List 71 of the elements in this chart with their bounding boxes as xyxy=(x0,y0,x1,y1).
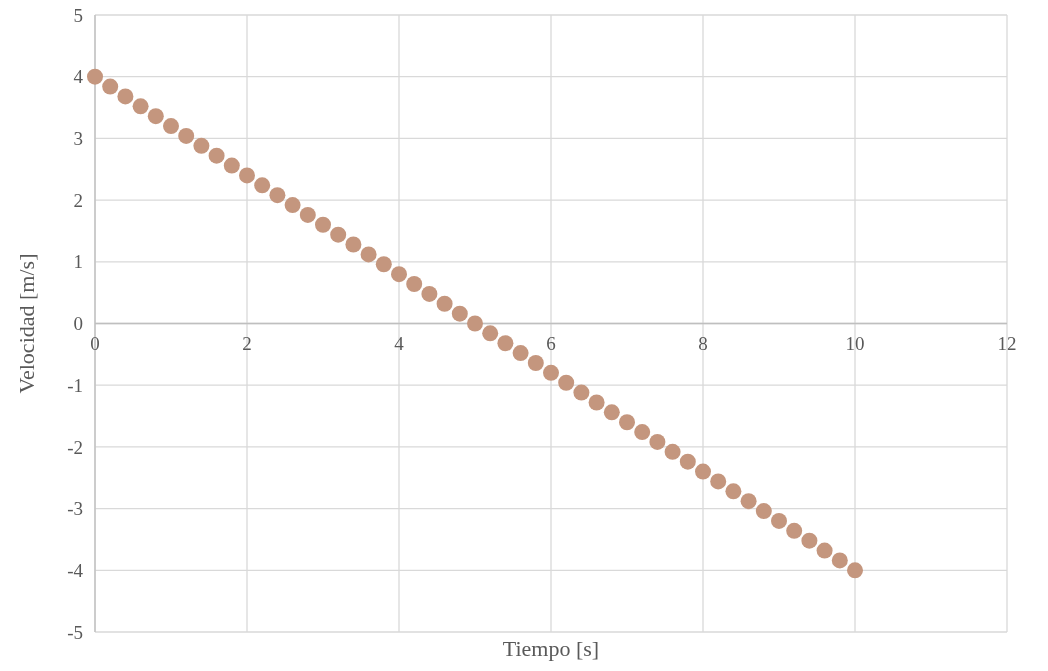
point xyxy=(588,394,605,411)
point xyxy=(345,236,362,253)
x-tick-label: 8 xyxy=(698,333,708,355)
x-tick-label: 4 xyxy=(394,333,405,355)
point xyxy=(558,374,575,391)
point xyxy=(315,216,331,233)
point xyxy=(786,522,803,539)
y-tick-label: 4 xyxy=(73,66,84,88)
point xyxy=(178,127,195,144)
y-tick-label: -1 xyxy=(67,374,83,396)
y-tick-label: -4 xyxy=(67,559,84,581)
x-tick-label: 6 xyxy=(546,333,556,355)
point xyxy=(375,256,392,273)
point xyxy=(755,503,772,520)
point xyxy=(847,562,863,579)
point xyxy=(725,483,742,500)
point xyxy=(254,177,271,194)
point xyxy=(391,266,407,283)
point xyxy=(482,325,499,342)
point xyxy=(284,197,301,214)
point xyxy=(543,364,559,381)
point xyxy=(239,167,255,184)
x-tick-label: 0 xyxy=(90,333,100,355)
point xyxy=(649,433,666,450)
point xyxy=(117,88,134,105)
point xyxy=(132,98,149,115)
point xyxy=(147,108,164,125)
point xyxy=(102,78,119,95)
point xyxy=(664,443,681,460)
point xyxy=(801,532,818,549)
x-tick-label: 2 xyxy=(242,333,252,355)
y-tick-label: 0 xyxy=(73,313,83,335)
point xyxy=(603,404,620,421)
point xyxy=(573,384,590,401)
point xyxy=(816,542,833,559)
point xyxy=(695,463,711,480)
point xyxy=(87,68,103,85)
point xyxy=(421,285,438,302)
y-tick-label: 5 xyxy=(73,4,83,26)
point xyxy=(527,354,544,371)
point xyxy=(269,187,286,204)
y-tick-label: 1 xyxy=(73,251,83,273)
y-tick-label: 2 xyxy=(73,189,83,211)
point xyxy=(679,453,696,470)
point xyxy=(360,246,377,263)
y-tick-label: -2 xyxy=(67,436,83,458)
point xyxy=(467,315,483,332)
x-axis-title: Tiempo [s] xyxy=(502,636,600,661)
point xyxy=(771,512,787,529)
y-tick-label: 3 xyxy=(73,128,83,150)
point xyxy=(193,137,210,154)
y-axis-title: Velocidad [m/s] xyxy=(14,253,39,394)
point xyxy=(208,147,225,164)
point xyxy=(619,414,635,431)
point xyxy=(831,552,848,569)
point xyxy=(512,345,529,362)
y-tick-label: -5 xyxy=(67,621,83,643)
point xyxy=(406,276,423,293)
point xyxy=(497,335,514,352)
y-tick-label: -3 xyxy=(67,498,83,520)
point xyxy=(740,493,757,510)
point xyxy=(299,206,316,223)
x-tick-label: 10 xyxy=(845,333,865,355)
point xyxy=(163,118,179,135)
point xyxy=(451,305,468,322)
point xyxy=(330,226,347,243)
point xyxy=(710,473,727,490)
point xyxy=(436,295,453,312)
x-tick-label: 12 xyxy=(997,333,1017,355)
point xyxy=(223,157,240,174)
point xyxy=(634,424,651,441)
